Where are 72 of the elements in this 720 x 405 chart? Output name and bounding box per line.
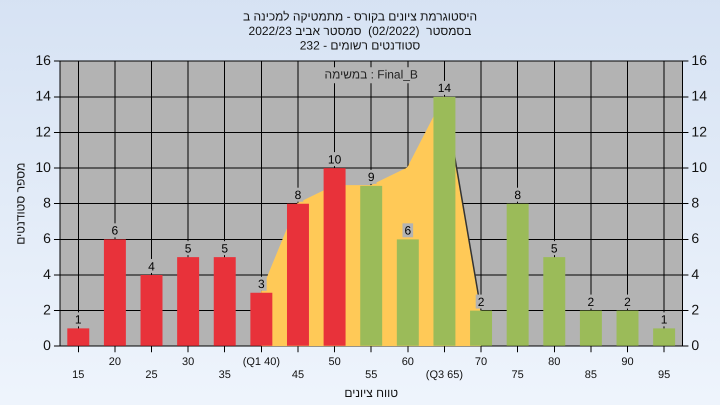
data-label: 2 <box>478 294 485 309</box>
bar <box>67 328 90 346</box>
y-axis-title: מספר סטודנטים <box>14 162 28 245</box>
y2-tick-label: 0 <box>691 337 700 354</box>
data-label: 5 <box>184 241 192 256</box>
bar <box>396 239 419 346</box>
y2-tick-label: 6 <box>691 230 700 246</box>
data-label: 5 <box>550 241 558 256</box>
x-tick-label: 30 <box>182 356 194 368</box>
data-label: 2 <box>588 294 595 309</box>
y-tick-label: 8 <box>43 194 52 211</box>
data-label: 3 <box>258 277 266 292</box>
x-tick-label: 15 <box>72 369 84 382</box>
data-label: 4 <box>148 259 156 274</box>
bar <box>360 186 382 346</box>
bar <box>286 204 309 346</box>
bar <box>580 310 602 346</box>
bar <box>324 168 346 346</box>
y-tick-label: 6 <box>43 230 52 246</box>
x-tick-label: 45 <box>292 369 304 382</box>
x-tick-label: (Q3 65) <box>426 369 464 382</box>
x-tick-label: 50 <box>328 356 341 368</box>
data-label: 10 <box>328 152 342 166</box>
y-tick-label: 2 <box>43 301 52 318</box>
x-axis-title: טווח ציונים <box>344 386 398 400</box>
y2-tick-label: 16 <box>691 52 708 68</box>
bar <box>140 274 162 346</box>
x-tick-label: 60 <box>402 356 414 368</box>
x-tick-label: 25 <box>145 369 158 382</box>
x-tick-label: 55 <box>365 369 378 382</box>
data-label: 1 <box>74 312 82 327</box>
y-tick-label: 12 <box>35 123 52 140</box>
chart-title: היסטוגרמת ציונים בקורס - מתמטיקה למכינה ב בסמסטר (02/2022) סמסטר אביב 2022/23 סטודנטים רשומים - 232 <box>242 10 478 52</box>
x-tick-label: (Q1 40) <box>242 356 280 368</box>
x-tick-label: 85 <box>584 369 598 382</box>
bar <box>470 310 492 346</box>
x-tick-label: 75 <box>512 369 524 382</box>
bar <box>250 292 272 346</box>
data-label: 14 <box>438 81 452 96</box>
x-tick-label: 95 <box>658 369 670 382</box>
x-tick-label: 90 <box>621 356 634 368</box>
y-tick-label: 16 <box>35 52 52 68</box>
y2-tick-label: 4 <box>691 266 700 282</box>
x-tick-label: 20 <box>108 356 122 368</box>
data-label: 9 <box>368 170 375 184</box>
y2-tick-label: 8 <box>691 194 700 211</box>
data-label: 1 <box>660 312 668 327</box>
x-tick-label: 80 <box>548 356 560 368</box>
data-label: 8 <box>294 188 302 202</box>
bar <box>616 310 638 346</box>
bar <box>214 257 236 346</box>
data-label: 8 <box>514 188 522 202</box>
data-label: 6 <box>112 224 119 238</box>
y-tick-label: 10 <box>35 158 52 175</box>
y2-tick-label: 2 <box>691 301 700 318</box>
x-tick-label: 70 <box>474 356 488 368</box>
y2-tick-label: 10 <box>691 158 708 175</box>
annotation: Final_B : במשימה <box>324 68 418 82</box>
data-label: 2 <box>624 294 632 309</box>
y-tick-label: 0 <box>43 337 52 354</box>
data-label: 6 <box>404 224 412 238</box>
x-tick-label: 35 <box>218 369 231 382</box>
bar <box>653 328 676 346</box>
bar <box>104 239 126 346</box>
bar <box>506 204 529 346</box>
y-tick-label: 14 <box>35 88 52 104</box>
data-label: 5 <box>221 241 228 256</box>
y2-tick-label: 14 <box>691 88 708 104</box>
y-tick-label: 4 <box>43 266 52 282</box>
y2-tick-label: 12 <box>691 123 708 140</box>
bar <box>177 257 200 346</box>
bar <box>543 257 566 346</box>
